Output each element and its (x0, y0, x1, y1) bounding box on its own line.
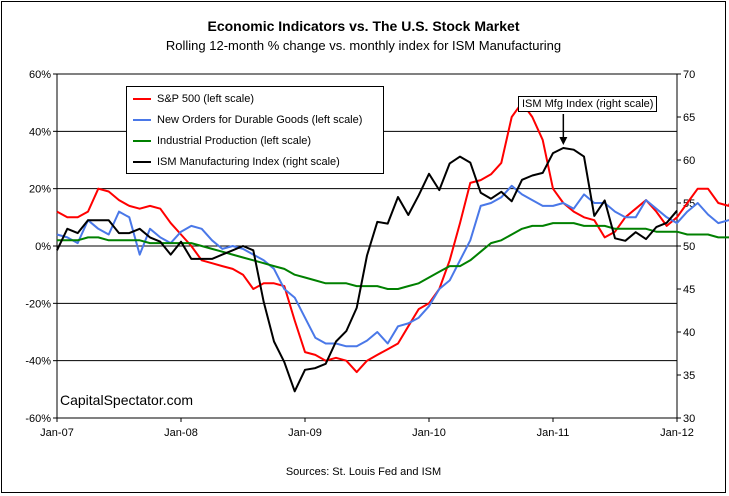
legend-label-sp500: S&P 500 (left scale) (157, 93, 255, 105)
x-tick-label: Jan-07 (40, 427, 74, 439)
x-tick-label: Jan-12 (660, 427, 694, 439)
left-tick-label: 20% (29, 184, 51, 196)
x-tick-label: Jan-09 (288, 427, 322, 439)
legend-label-industrial-production: Industrial Production (left scale) (157, 135, 312, 147)
legend-item-ism: ISM Manufacturing Index (right scale) (133, 155, 340, 169)
legend-item-industrial-production: Industrial Production (left scale) (133, 134, 311, 148)
chart-subtitle: Rolling 12-month % change vs. monthly in… (165, 38, 562, 53)
right-tick-label: 30 (683, 413, 695, 425)
right-tick-label: 40 (683, 327, 695, 339)
callout-label: ISM Mfg Index (right scale) (518, 96, 658, 112)
x-tick-label: Jan-08 (164, 427, 198, 439)
left-tick-label: -40% (25, 356, 51, 368)
source-note: Sources: St. Louis Fed and ISM (285, 466, 442, 478)
legend-swatch-ism (133, 161, 151, 163)
legend-item-durable-goods: New Orders for Durable Goods (left scale… (133, 113, 362, 127)
right-tick-label: 50 (683, 241, 695, 253)
right-tick-label: 60 (683, 155, 695, 167)
legend-swatch-industrial-production (133, 140, 151, 142)
series-line-1 (56, 184, 729, 348)
series-line-0 (56, 101, 729, 374)
left-tick-label: -60% (25, 413, 51, 425)
left-tick-label: 0% (35, 241, 51, 253)
x-axis: Jan-07 Jan-08 Jan-09 Jan-10 Jan-11 Jan-12 (40, 418, 694, 439)
legend-label-durable-goods: New Orders for Durable Goods (left scale… (157, 114, 363, 126)
left-tick-label: -20% (25, 298, 51, 310)
series-line-2 (57, 222, 729, 290)
series-line-3 (56, 147, 678, 393)
right-tick-label: 70 (683, 69, 695, 81)
left-axis: -60% -40% -20% 0% 20% 40% 60% (25, 69, 57, 425)
chart-title: Economic Indicators vs. The U.S. Stock M… (207, 18, 520, 34)
legend: S&P 500 (left scale) New Orders for Dura… (126, 86, 384, 174)
x-tick-label: Jan-10 (412, 427, 446, 439)
legend-swatch-durable-goods (133, 119, 151, 121)
x-tick-label: Jan-11 (537, 427, 570, 439)
left-tick-label: 40% (29, 126, 51, 138)
legend-swatch-sp500 (133, 98, 151, 100)
callout-arrow (559, 114, 568, 145)
watermark: CapitalSpectator.com (60, 392, 194, 408)
right-tick-label: 65 (683, 112, 695, 124)
callout-arrowhead (559, 136, 568, 145)
series-layer (56, 101, 729, 393)
legend-label-ism: ISM Manufacturing Index (right scale) (157, 156, 340, 168)
legend-item-sp500: S&P 500 (left scale) (133, 92, 254, 106)
right-tick-label: 35 (683, 370, 695, 382)
right-tick-label: 45 (683, 284, 695, 296)
left-tick-label: 60% (29, 69, 51, 81)
